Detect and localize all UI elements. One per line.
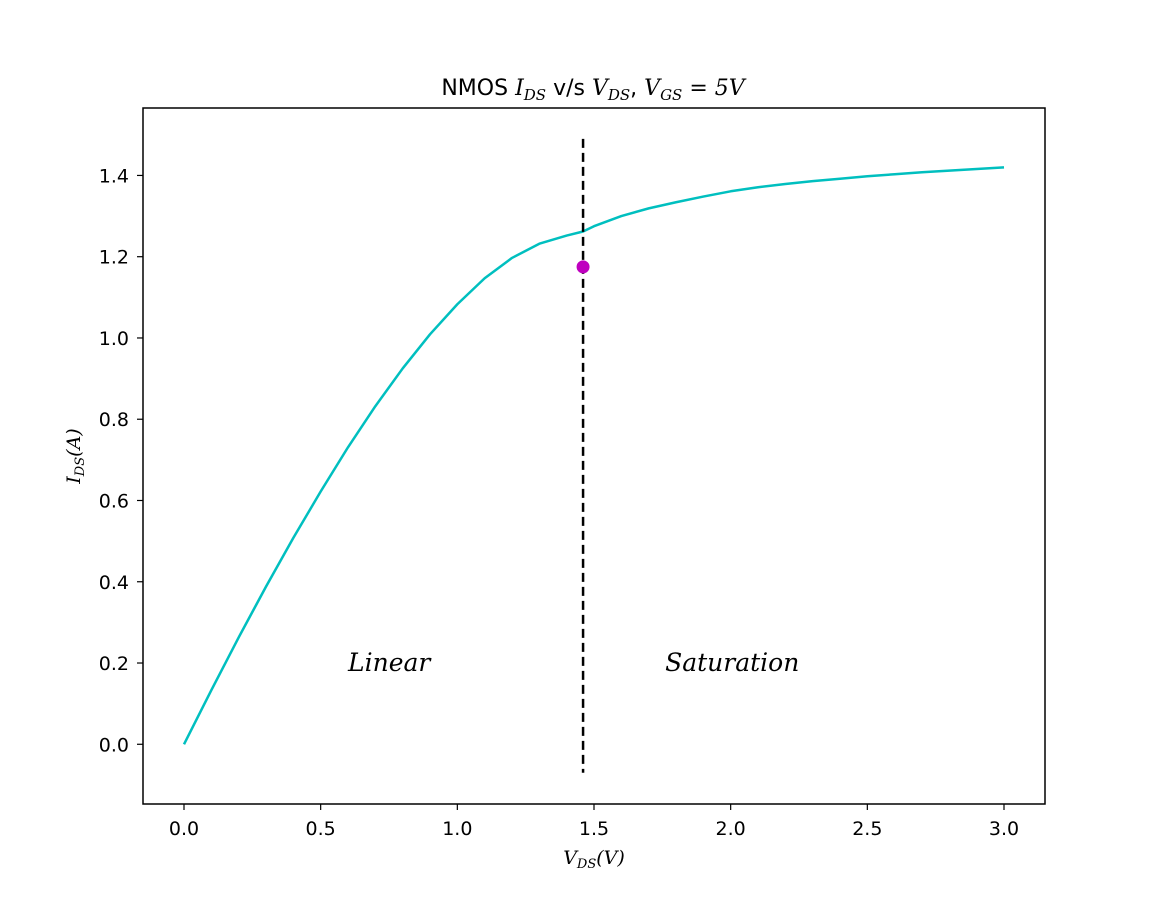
region-annotation: Saturation bbox=[665, 648, 799, 677]
y-tick-label: 1.4 bbox=[99, 165, 129, 187]
x-tick-label: 1.0 bbox=[442, 818, 472, 840]
x-tick-label: 1.5 bbox=[579, 818, 609, 840]
x-axis-ticks: 0.0 0.5 1.0 1.5 2.0 2.5 3.0 bbox=[169, 804, 1019, 840]
y-tick-label: 0.8 bbox=[99, 409, 129, 431]
y-tick-label: 0.2 bbox=[99, 653, 129, 675]
x-tick-label: 2.5 bbox=[852, 818, 882, 840]
y-tick-label: 1.2 bbox=[99, 247, 129, 269]
y-tick-label: 1.0 bbox=[99, 328, 129, 350]
pinch-off-point-marker bbox=[576, 260, 590, 274]
y-tick-label: 0.0 bbox=[99, 734, 129, 756]
y-axis-label: IDS(A) bbox=[63, 428, 88, 484]
region-annotation: Linear bbox=[347, 648, 432, 677]
x-tick-label: 0.0 bbox=[169, 818, 199, 840]
y-tick-label: 0.6 bbox=[99, 490, 129, 512]
y-tick-label: 0.4 bbox=[99, 572, 129, 594]
plot-area: Linear Saturation bbox=[182, 138, 1005, 773]
x-tick-label: 3.0 bbox=[989, 818, 1019, 840]
x-tick-label: 2.0 bbox=[716, 818, 746, 840]
y-axis-ticks: 0.0 0.2 0.4 0.6 0.8 1.0 1.2 1.4 bbox=[99, 165, 143, 756]
x-axis-label: VDS(V) bbox=[563, 847, 625, 872]
series-line bbox=[182, 166, 1005, 745]
chart-title: NMOS IDS v/s VDS, VGS = 5V bbox=[441, 76, 746, 104]
x-tick-label: 0.5 bbox=[306, 818, 336, 840]
